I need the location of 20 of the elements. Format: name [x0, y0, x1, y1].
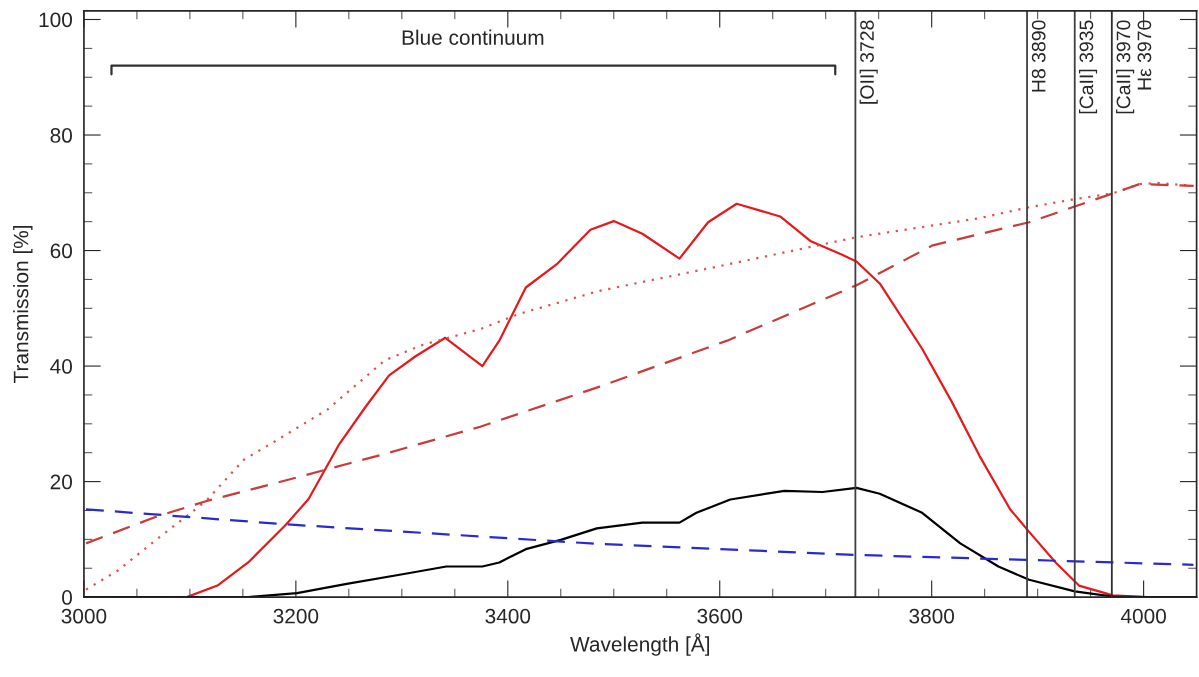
x-tick-label: 3600 — [697, 608, 743, 624]
x-tick-label: 3200 — [273, 608, 319, 624]
line-series — [84, 508, 1195, 566]
y-tick-label: 100 — [39, 12, 73, 28]
y-tick-label: 0 — [62, 590, 73, 605]
y-tick-label: 80 — [50, 128, 73, 143]
x-axis-title: Wavelength [Å] — [570, 633, 710, 656]
x-tick-label: 3800 — [909, 608, 955, 624]
y-tick-label: 60 — [50, 243, 73, 259]
ref-line-label: [CaII] 3970 Hε 3970 — [1116, 20, 1152, 114]
ref-line-label: H8 3890 — [1031, 20, 1046, 92]
y-axis-title: Transmission [%] — [13, 225, 33, 383]
ref-line-label: [OII] 3728 — [859, 20, 878, 104]
ref-line-label: [CaII] 3935 — [1078, 20, 1098, 114]
y-tick-label: 40 — [50, 359, 73, 374]
y-tick-label: 20 — [50, 474, 73, 490]
x-tick-label: 3000 — [61, 608, 107, 624]
x-tick-label: 3400 — [485, 608, 531, 624]
annotation: Blue continuum — [402, 29, 544, 45]
x-tick-label: 4000 — [1120, 608, 1166, 624]
